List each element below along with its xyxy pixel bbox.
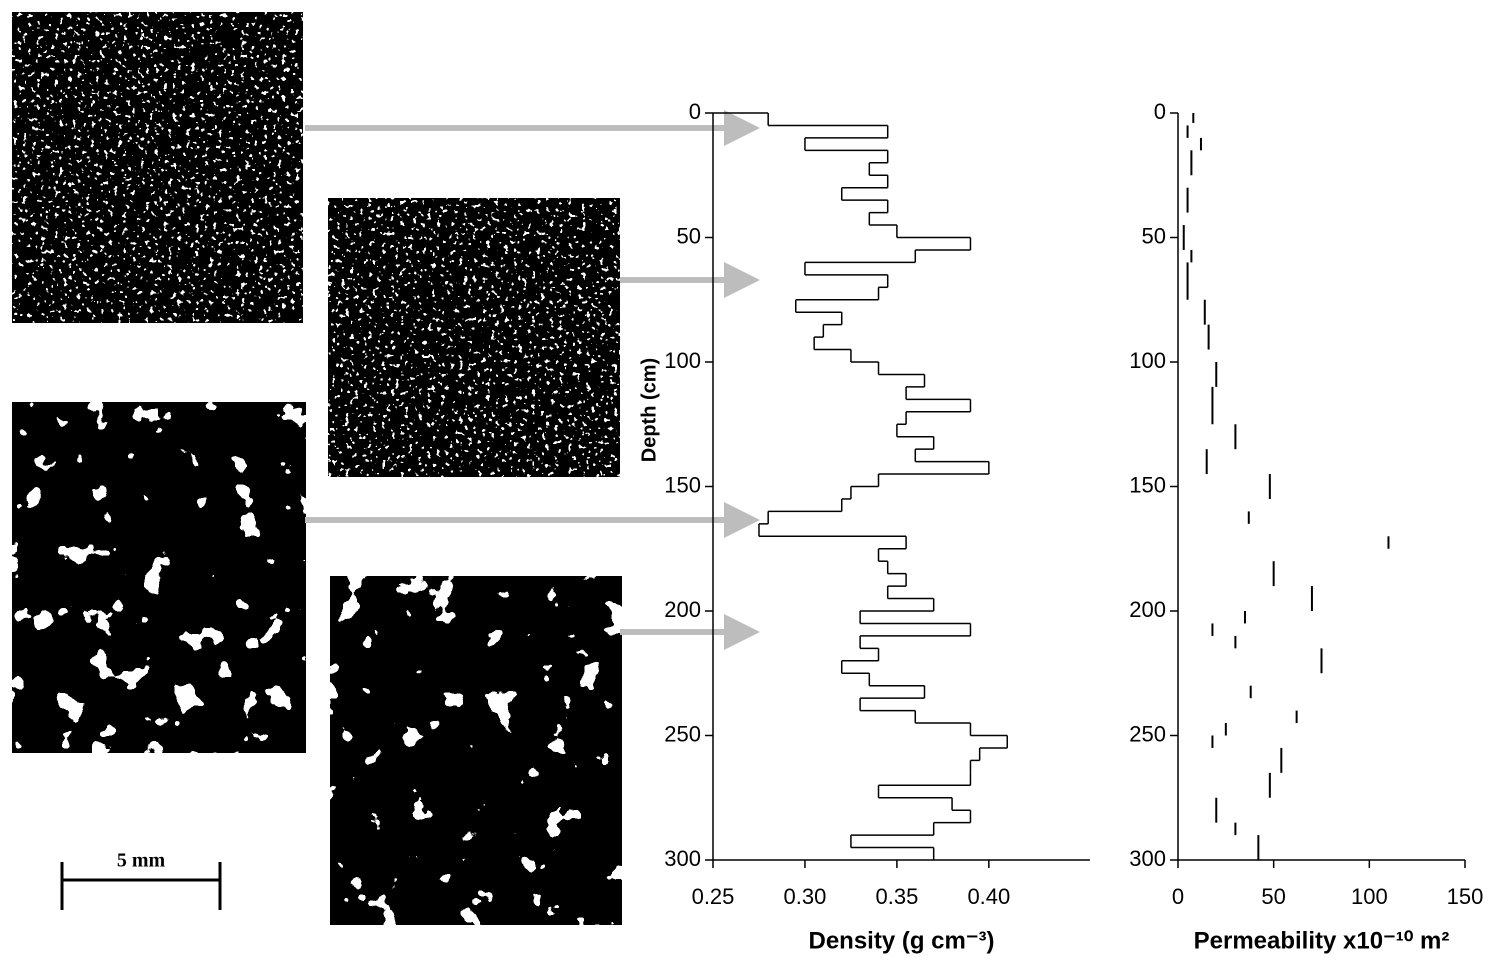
x-tick-label: 150 xyxy=(1447,884,1484,909)
y-tick-label: 300 xyxy=(664,846,701,871)
x-tick-label: 0.30 xyxy=(784,884,827,909)
x-tick-label: 0.35 xyxy=(875,884,918,909)
micro-image xyxy=(12,12,303,323)
micro-image xyxy=(328,198,620,477)
y-tick-label: 0 xyxy=(689,99,701,124)
x-axis-label: Permeability x10⁻¹⁰ m² xyxy=(1194,927,1450,954)
x-tick-label: 0.25 xyxy=(692,884,735,909)
micro-image xyxy=(330,576,622,925)
x-tick-label: 50 xyxy=(1261,884,1285,909)
y-tick-label: 50 xyxy=(677,223,701,248)
y-tick-label: 50 xyxy=(1142,223,1166,248)
y-tick-label: 100 xyxy=(1129,348,1166,373)
arrows xyxy=(305,110,760,650)
scale-bar xyxy=(60,862,222,910)
y-axis-label: Depth (cm) xyxy=(638,358,660,462)
x-tick-label: 100 xyxy=(1351,884,1388,909)
y-tick-label: 100 xyxy=(664,348,701,373)
y-tick-label: 150 xyxy=(1129,472,1166,497)
y-tick-label: 150 xyxy=(664,472,701,497)
micro-image xyxy=(12,402,306,753)
x-axis-label: Density (g cm⁻³) xyxy=(808,927,994,954)
scale-label: 5 mm xyxy=(117,850,166,872)
x-tick-label: 0.40 xyxy=(967,884,1010,909)
y-tick-label: 250 xyxy=(1129,721,1166,746)
y-tick-label: 250 xyxy=(664,721,701,746)
y-tick-label: 200 xyxy=(664,597,701,622)
y-tick-label: 300 xyxy=(1129,846,1166,871)
y-tick-label: 0 xyxy=(1154,99,1166,124)
x-tick-label: 0 xyxy=(1172,884,1184,909)
y-tick-label: 200 xyxy=(1129,597,1166,622)
